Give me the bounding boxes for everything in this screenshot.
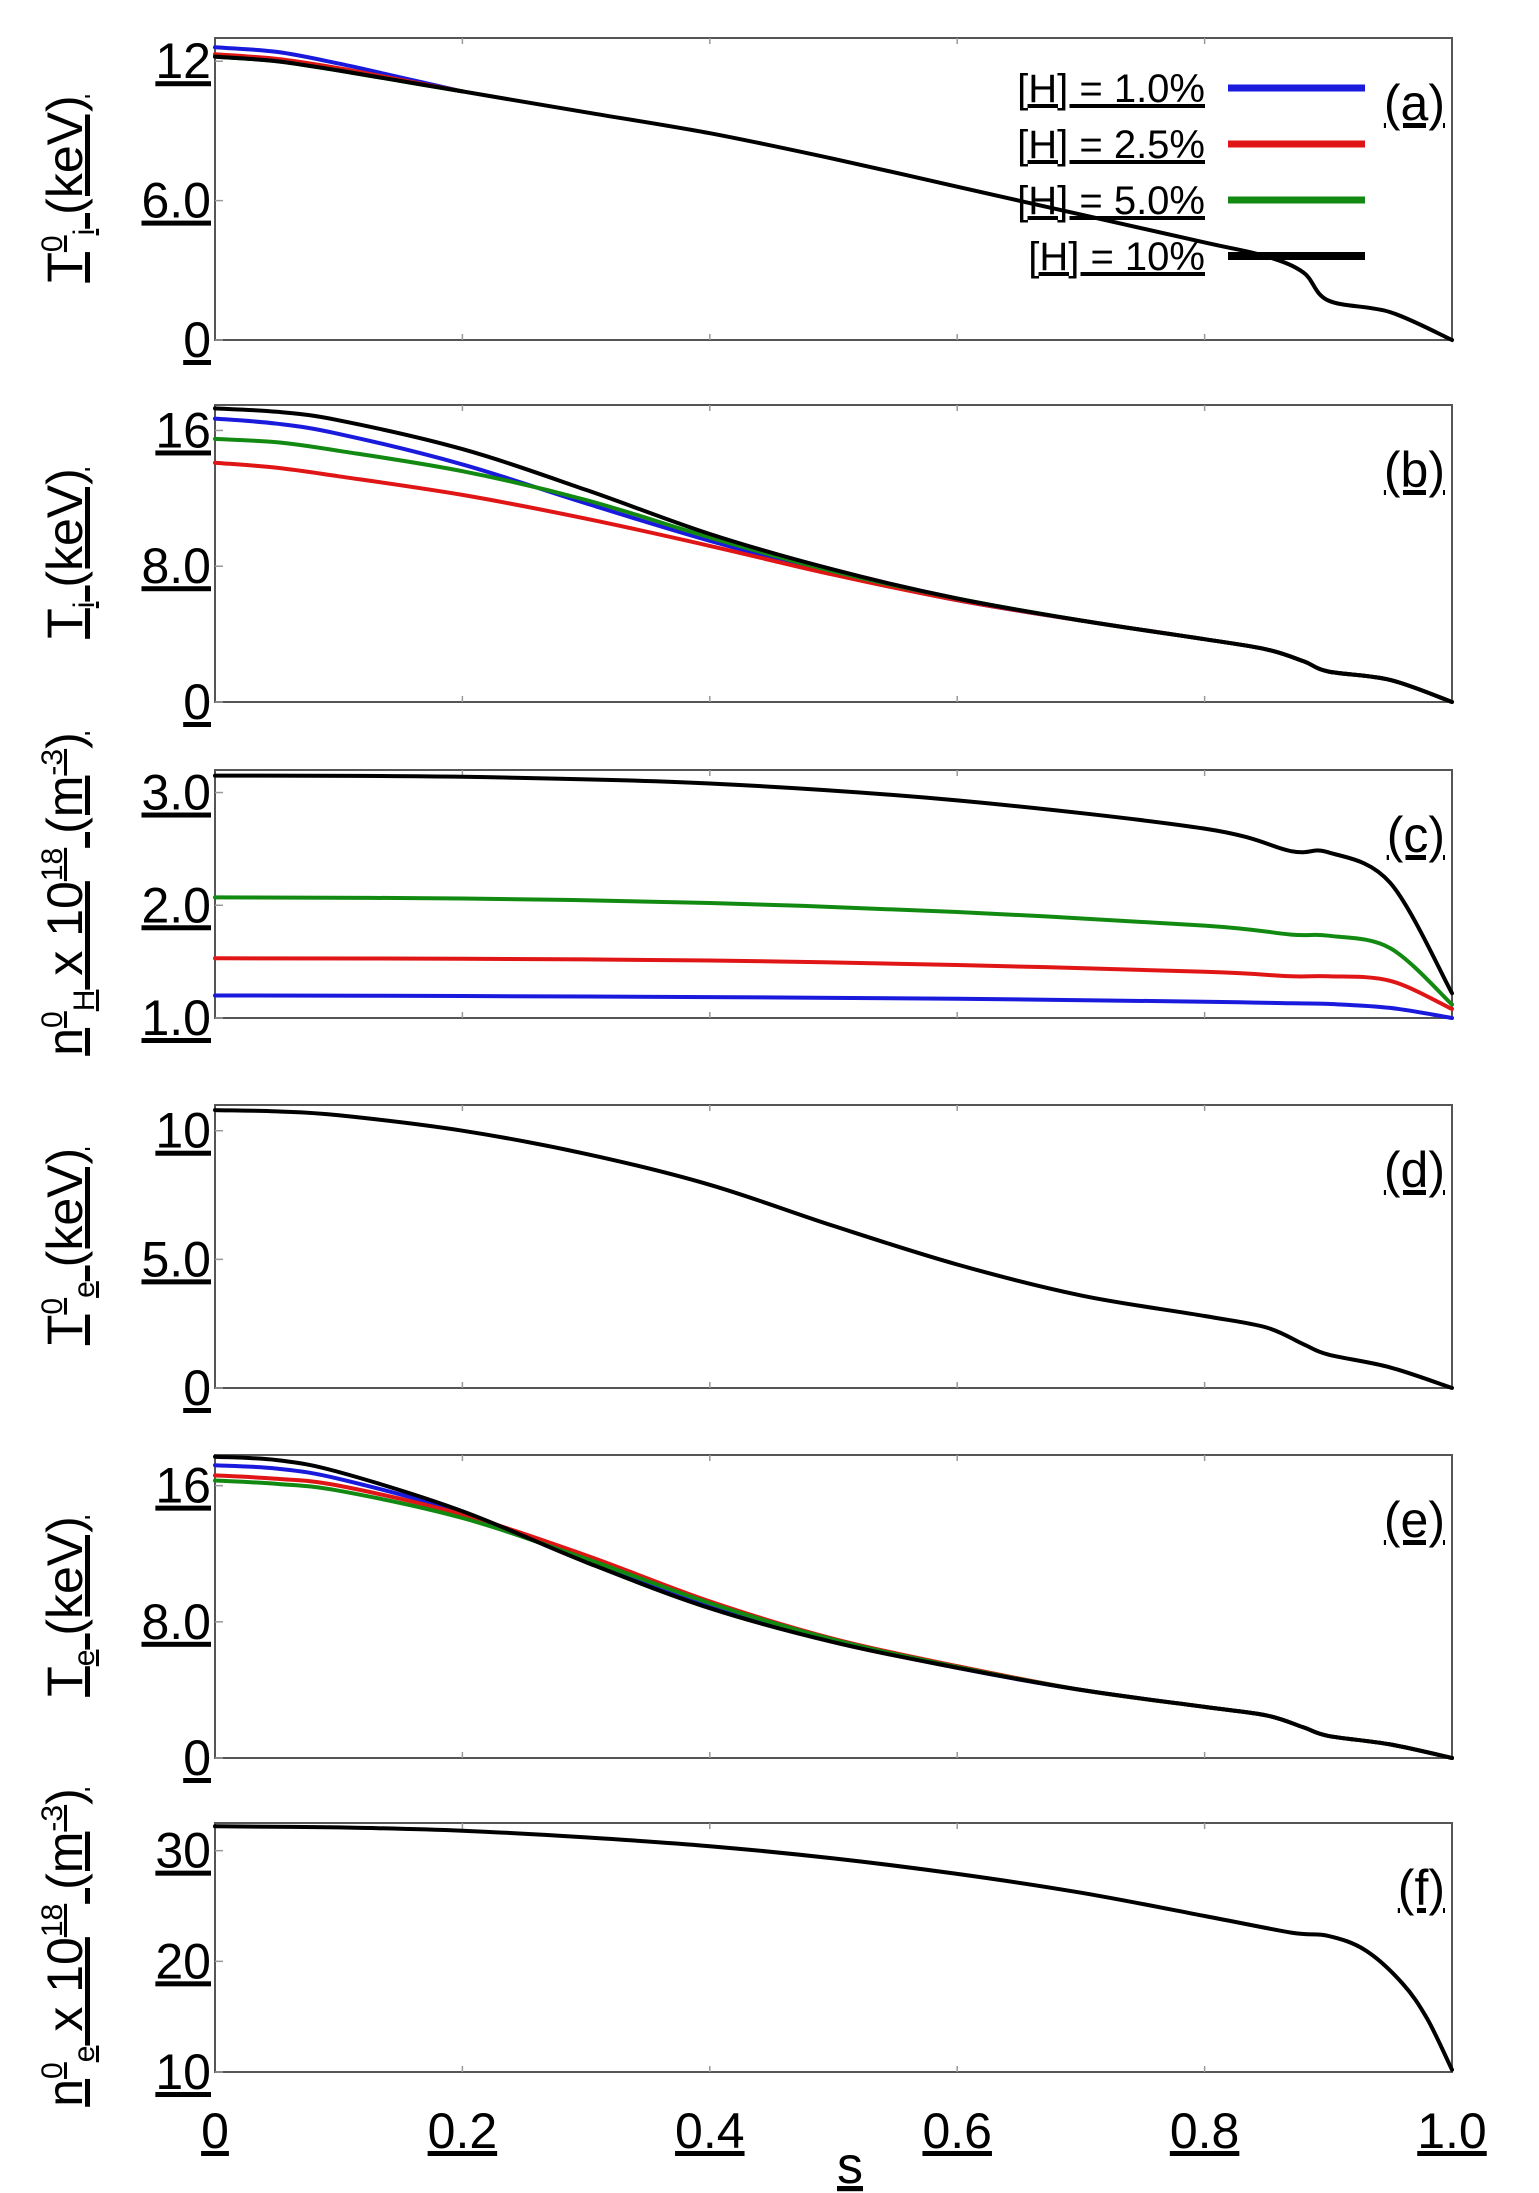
y-tick-label: 30	[155, 1823, 211, 1879]
series-line-black	[213, 1108, 1454, 1390]
panel-f: 30 20 10 n0e x 1018 (m-3) (f)	[36, 1788, 1454, 2107]
y-tick-label: 5.0	[141, 1231, 211, 1287]
y-tick-label: 12	[155, 33, 211, 89]
series-line-black	[213, 773, 1454, 996]
y-tick-label: 3.0	[141, 765, 211, 821]
panel-label: (f)	[1398, 1860, 1445, 1916]
plot-frame	[214, 37, 1453, 341]
series-line-black	[213, 1454, 1454, 1760]
x-tick-label: 0.6	[922, 2103, 992, 2159]
panel-d: 10 5.0 0 T0e (keV) (d)	[36, 1103, 1454, 1416]
x-tick-label: 0.8	[1170, 2103, 1240, 2159]
legend-entry-label: [H] = 5.0%	[1017, 179, 1205, 223]
panel-c: 3.0 2.0 1.0 n0H x 1018 (m-3) (c)	[36, 732, 1454, 1056]
x-tick-label: 1.0	[1417, 2103, 1487, 2159]
y-tick-label: 10	[155, 2044, 211, 2100]
panel-label: (a)	[1384, 75, 1445, 131]
y-axis-label: T0e (keV)	[36, 1148, 101, 1345]
plot-frame	[214, 1822, 1453, 2073]
y-tick-label: 8.0	[141, 1594, 211, 1650]
series-line-blue	[213, 993, 1454, 1020]
plot-frame	[214, 769, 1453, 1019]
y-axis-label: T0i (keV)	[36, 95, 101, 282]
y-tick-label: 1.0	[141, 990, 211, 1046]
y-axis-label: Ti (keV)	[37, 468, 101, 639]
y-tick-label: 0	[183, 312, 211, 368]
x-tick-label: 0.2	[428, 2103, 498, 2159]
y-axis-label: n0e x 1018 (m-3)	[36, 1788, 101, 2107]
legend-entry-label: [H] = 1.0%	[1017, 67, 1205, 111]
panel-b: 16 8.0 0 Ti (keV) (b)	[37, 402, 1454, 730]
legend-entry-label: [H] = 10%	[1028, 235, 1205, 279]
y-axis-label: Te (keV)	[37, 1516, 101, 1697]
y-tick-label: 0	[183, 674, 211, 730]
y-tick-label: 0	[183, 1360, 211, 1416]
plot-frame	[214, 1454, 1453, 1759]
series-line-black	[213, 406, 1454, 704]
y-tick-label: 6.0	[141, 173, 211, 229]
panel-e: 16 8.0 0 Te (keV) (e)	[37, 1454, 1454, 1786]
series-line-red	[213, 460, 1454, 704]
x-axis-title: s	[837, 2137, 863, 2193]
plot-frame	[214, 1104, 1453, 1389]
y-tick-label: 20	[155, 1933, 211, 1989]
y-tick-label: 16	[155, 1458, 211, 1514]
panel-label: (e)	[1384, 1492, 1445, 1548]
legend: [H] = 1.0% [H] = 2.5% [H] = 5.0% [H] = 10%	[1017, 67, 1365, 279]
series-line-black	[213, 1824, 1454, 2072]
legend-entry-label: [H] = 2.5%	[1017, 123, 1205, 167]
plot-frame	[214, 404, 1453, 703]
y-tick-label: 16	[155, 402, 211, 458]
y-axis-label: n0H x 1018 (m-3)	[36, 732, 101, 1056]
panel-label: (d)	[1384, 1142, 1445, 1198]
x-axis: 0 0.2 0.4 0.6 0.8 1.0 s	[201, 2103, 1487, 2193]
series-line-green	[213, 895, 1454, 1007]
series-line-black	[213, 54, 1454, 342]
y-tick-label: 10	[155, 1103, 211, 1159]
panel-label: (c)	[1387, 807, 1445, 863]
series-line-red	[213, 956, 1454, 1011]
x-tick-label: 0.4	[675, 2103, 745, 2159]
y-tick-label: 0	[183, 1730, 211, 1786]
y-tick-label: 8.0	[141, 538, 211, 594]
x-tick-label: 0	[201, 2103, 229, 2159]
panel-label: (b)	[1384, 442, 1445, 498]
y-tick-label: 2.0	[141, 877, 211, 933]
